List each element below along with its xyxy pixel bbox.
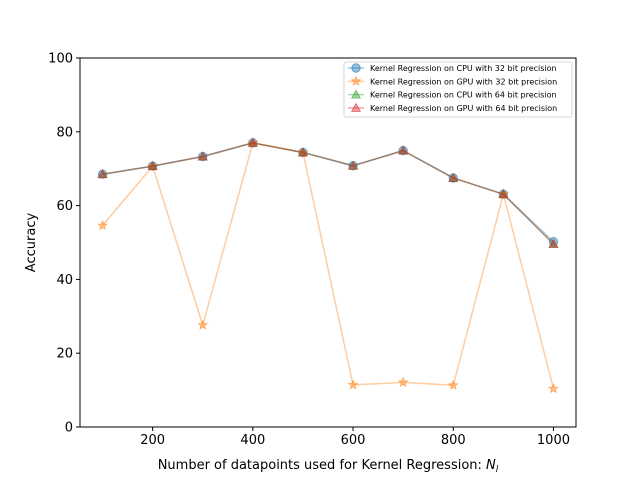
x-tick-label: 400: [240, 433, 265, 448]
series-2-point: [447, 379, 459, 390]
series-1: [97, 138, 559, 247]
legend-label: Kernel Regression on GPU with 64 bit pre…: [370, 104, 557, 113]
series-4-point: [548, 238, 559, 248]
legend-entries: Kernel Regression on CPU with 32 bit pre…: [348, 63, 557, 113]
y-tick-label: 100: [48, 52, 73, 67]
series-4-line: [102, 142, 554, 245]
y-tick-label: 20: [56, 347, 73, 362]
legend-frame: [343, 61, 573, 118]
x-tick-label: 1000: [537, 433, 570, 448]
series-3: [97, 137, 559, 248]
series-2-line: [101, 142, 555, 389]
x-tick-label: 200: [140, 433, 165, 448]
series-2-point: [97, 219, 108, 231]
series-4-point: [197, 151, 208, 161]
y-axis-label: Accuracy: [24, 213, 39, 273]
y-tick-label: 40: [56, 273, 73, 288]
legend-marker: [350, 102, 362, 112]
series-2-point: [397, 376, 409, 387]
series-2-point: [347, 379, 359, 390]
x-axis-label-symbol: N: [486, 458, 496, 473]
series-1-line: [102, 142, 554, 243]
series-3-line: [102, 142, 554, 245]
series-4-point: [398, 145, 409, 155]
y-axis-ticks: 0 20 40 60 80 100: [48, 52, 80, 436]
series-4-point: [247, 137, 258, 147]
x-axis-label-text: Number of datapoints used for Kernel Reg…: [158, 458, 486, 473]
y-tick-label: 0: [65, 421, 73, 436]
series-2-point: [497, 188, 509, 199]
series-2-point: [297, 146, 309, 158]
series-2-point: [247, 137, 259, 148]
x-axis-label-subscript: l: [496, 465, 499, 475]
legend-label: Kernel Regression on CPU with 64 bit pre…: [370, 91, 557, 100]
x-axis-label: Number of datapoints used for Kernel Reg…: [158, 458, 499, 475]
x-tick-label: 600: [341, 433, 366, 448]
legend-marker: [350, 75, 362, 86]
series-4-point: [347, 160, 359, 170]
series-4-point: [147, 160, 158, 171]
series-2-point: [548, 382, 559, 394]
x-tick-label: 800: [441, 433, 466, 448]
series-4: [97, 137, 559, 248]
plot-area: [97, 137, 559, 394]
legend-label: Kernel Regression on GPU with 32 bit pre…: [370, 77, 557, 86]
x-axis-ticks: 200 400 600 800 1000: [140, 427, 570, 448]
legend-marker: [350, 89, 362, 99]
series-2: [97, 137, 559, 394]
series-4-point: [498, 188, 509, 199]
legend: Kernel Regression on CPU with 32 bit pre…: [343, 61, 573, 118]
series-2-point: [147, 160, 159, 171]
series-4-point: [448, 172, 459, 182]
legend-marker: [351, 63, 361, 73]
y-tick-label: 60: [56, 199, 73, 214]
series-4-point: [297, 147, 309, 157]
legend-label: Kernel Regression on CPU with 32 bit pre…: [370, 64, 557, 73]
series-4-point: [97, 169, 108, 179]
y-tick-label: 80: [56, 125, 73, 140]
axes-frame: [79, 57, 577, 428]
series-2-point: [197, 319, 209, 330]
